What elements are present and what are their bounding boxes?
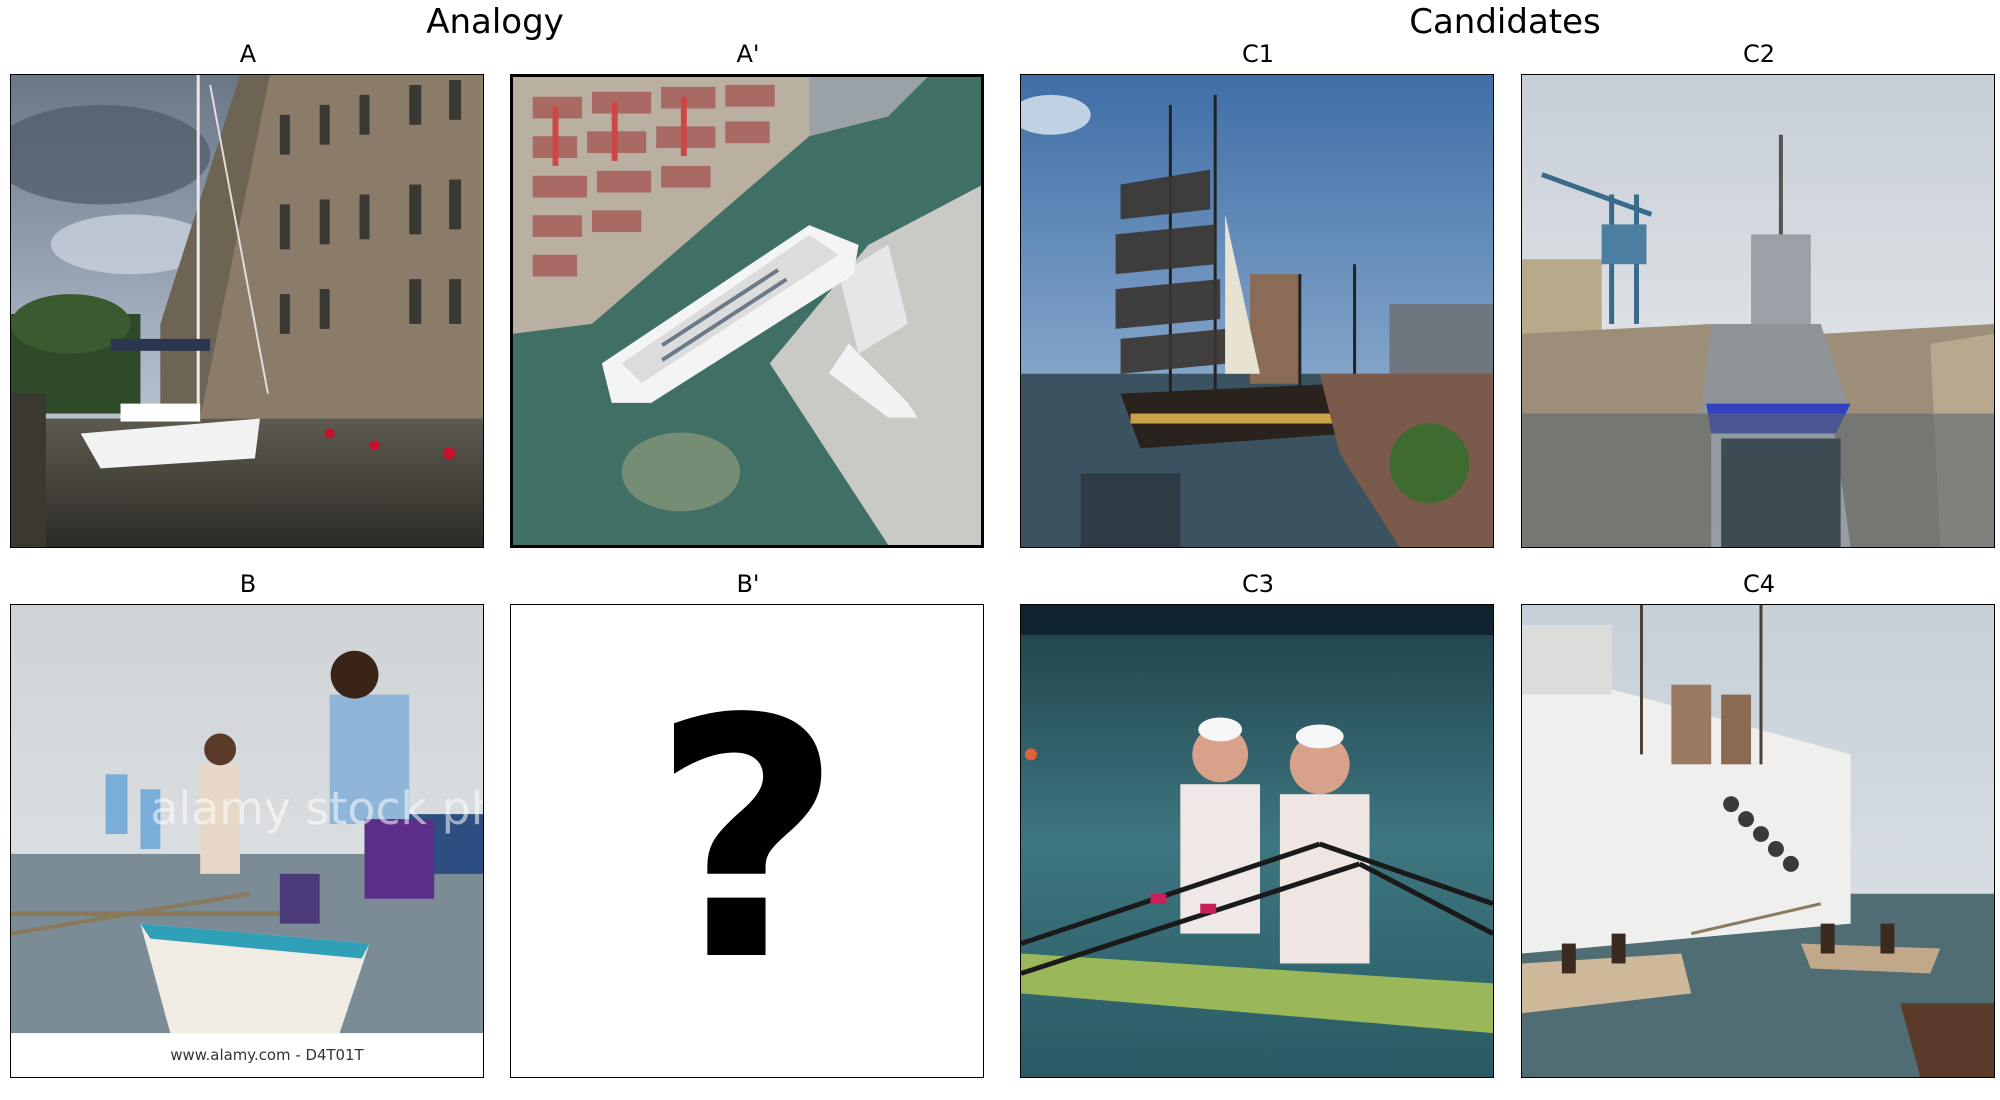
candidates-header: Candidates — [1409, 2, 1601, 42]
image-c2[interactable] — [1521, 74, 1995, 548]
image-b[interactable]: alamy stock photo www.alamy.com - D4T01T — [10, 604, 484, 1078]
panel-bp-title: B' — [736, 570, 760, 598]
photo-footer-text: www.alamy.com - D4T01T — [170, 1046, 364, 1064]
panel-ap-title: A' — [736, 40, 760, 68]
question-mark-icon: ? — [651, 649, 843, 1033]
watermark-text: alamy stock photo — [150, 781, 483, 835]
panel-c4-title: C4 — [1742, 570, 1776, 598]
panel-c2-title: C2 — [1742, 40, 1776, 68]
panel-c1-title: C1 — [1241, 40, 1275, 68]
image-a[interactable] — [10, 74, 484, 548]
image-c1[interactable] — [1020, 74, 1494, 548]
image-c3[interactable] — [1020, 604, 1494, 1078]
image-c4[interactable] — [1521, 604, 1995, 1078]
panel-c3-title: C3 — [1241, 570, 1275, 598]
analogy-header: Analogy — [426, 2, 564, 42]
image-a-prime[interactable] — [510, 74, 984, 548]
panel-a-title: A — [239, 40, 257, 68]
image-b-prime-placeholder[interactable]: ? — [510, 604, 984, 1078]
panel-b-title: B — [239, 570, 257, 598]
